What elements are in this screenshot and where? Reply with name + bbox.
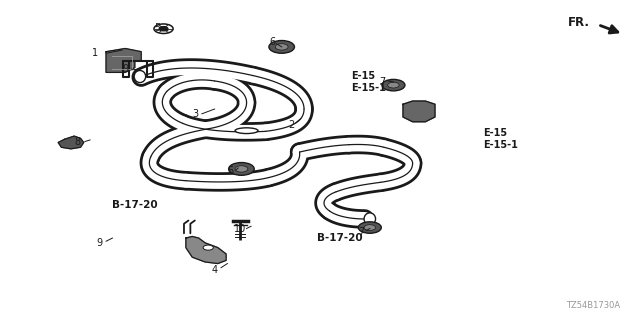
Text: TZ54B1730A: TZ54B1730A bbox=[566, 301, 620, 310]
Text: 7: 7 bbox=[358, 227, 365, 237]
Polygon shape bbox=[58, 136, 84, 149]
Circle shape bbox=[235, 166, 248, 172]
Circle shape bbox=[228, 163, 254, 175]
Text: 9: 9 bbox=[97, 238, 103, 248]
Circle shape bbox=[203, 245, 213, 250]
Circle shape bbox=[275, 44, 288, 50]
Text: 4: 4 bbox=[212, 265, 218, 275]
Ellipse shape bbox=[364, 213, 376, 225]
Circle shape bbox=[358, 222, 381, 233]
Text: B-17-20: B-17-20 bbox=[113, 200, 158, 210]
Text: 10: 10 bbox=[234, 223, 246, 234]
Text: 9: 9 bbox=[122, 64, 128, 74]
Text: 2: 2 bbox=[288, 120, 294, 130]
Text: FR.: FR. bbox=[568, 17, 589, 29]
Text: E-15
E-15-1: E-15 E-15-1 bbox=[483, 129, 518, 150]
Text: E-15
E-15-1: E-15 E-15-1 bbox=[351, 71, 385, 93]
Circle shape bbox=[364, 225, 376, 230]
Ellipse shape bbox=[134, 70, 146, 83]
Text: 5: 5 bbox=[154, 23, 160, 33]
Polygon shape bbox=[403, 101, 435, 122]
Text: 6: 6 bbox=[269, 37, 275, 47]
Polygon shape bbox=[186, 236, 226, 264]
Text: 6: 6 bbox=[228, 166, 234, 176]
Text: 7: 7 bbox=[380, 77, 386, 87]
Circle shape bbox=[159, 27, 168, 31]
Text: B-17-20: B-17-20 bbox=[317, 233, 362, 243]
Text: 3: 3 bbox=[193, 109, 198, 119]
Ellipse shape bbox=[235, 128, 258, 133]
Circle shape bbox=[382, 79, 405, 91]
Text: 1: 1 bbox=[92, 48, 99, 58]
Text: 8: 8 bbox=[74, 138, 81, 148]
Circle shape bbox=[269, 41, 294, 53]
Polygon shape bbox=[106, 49, 141, 72]
Circle shape bbox=[388, 82, 399, 88]
